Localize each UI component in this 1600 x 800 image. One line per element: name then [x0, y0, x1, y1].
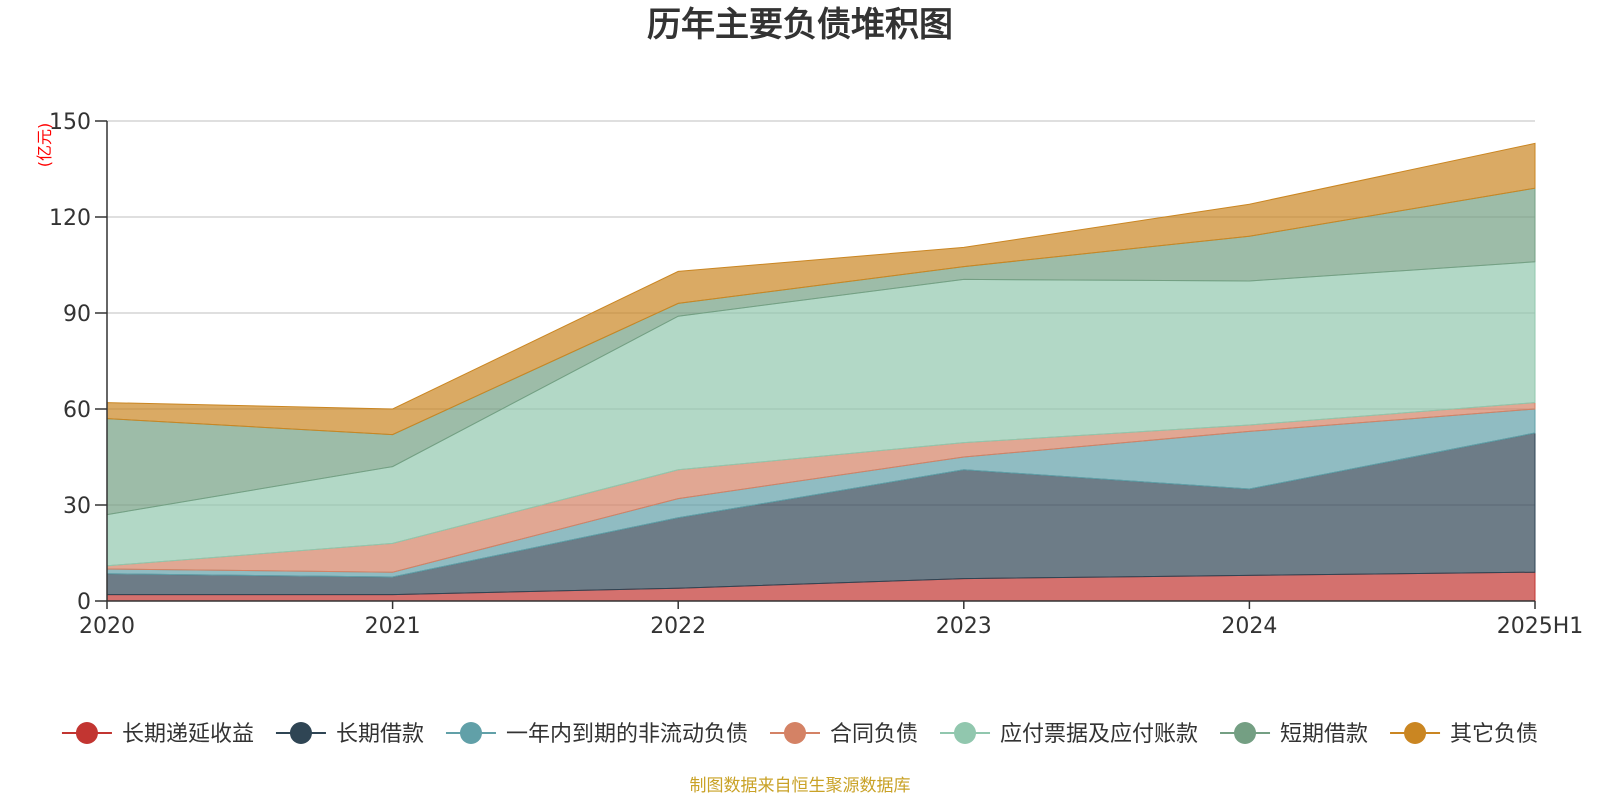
legend-item[interactable]: 其它负债	[1390, 722, 1538, 747]
y-tick-label: 60	[63, 398, 91, 423]
legend-item[interactable]: 长期递延收益	[61, 722, 254, 747]
y-tick-label: 0	[77, 590, 91, 615]
chart-title: 历年主要负债堆积图	[647, 5, 953, 45]
legend-item[interactable]: 合同负债	[769, 722, 918, 747]
legend-label: 长期递延收益	[122, 722, 254, 747]
legend-label: 长期借款	[336, 722, 424, 747]
legend-label: 短期借款	[1280, 722, 1368, 747]
legend-item[interactable]: 短期借款	[1220, 722, 1368, 747]
x-tick-label: 2024	[1221, 614, 1277, 639]
legend-label: 一年内到期的非流动负债	[506, 722, 748, 747]
legend-marker-icon	[289, 722, 312, 744]
legend-label: 合同负债	[830, 722, 918, 747]
x-tick-label: 2023	[936, 614, 992, 639]
legend-marker-icon	[783, 722, 806, 744]
legend-marker-icon	[1404, 722, 1427, 744]
series-areas	[106, 142, 1536, 602]
y-tick-label: 150	[49, 110, 91, 135]
legend[interactable]: 长期递延收益 长期借款 一年内到期的非流动负债 合同负债 应付票据及应付账款 短期借款 其它…	[61, 722, 1538, 747]
legend-marker-icon	[459, 722, 482, 744]
legend-marker-icon	[75, 722, 98, 744]
x-tick-label: 2020	[79, 614, 135, 639]
legend-marker-icon	[954, 722, 977, 744]
legend-item[interactable]: 应付票据及应付账款	[940, 722, 1198, 747]
legend-label: 其它负债	[1450, 722, 1538, 747]
legend-item[interactable]: 长期借款	[275, 722, 424, 747]
axes: 0 30 60 90 120 150 2020 2021 2022 2023 2024 2025H1	[49, 110, 1583, 639]
legend-label: 应付票据及应付账款	[1000, 722, 1198, 747]
y-axis-unit-label: (亿元)	[35, 123, 54, 168]
x-tick-label: 2022	[650, 614, 706, 639]
source-note: 制图数据来自恒生聚源数据库	[690, 776, 911, 796]
y-tick-label: 90	[63, 302, 91, 327]
y-tick-label: 120	[49, 206, 91, 231]
x-tick-label: 2021	[365, 614, 421, 639]
x-tick-label: 2025H1	[1497, 614, 1584, 639]
legend-marker-icon	[1234, 722, 1257, 744]
y-tick-label: 30	[63, 494, 91, 519]
legend-item[interactable]: 一年内到期的非流动负债	[445, 722, 748, 747]
area-series	[106, 142, 1536, 436]
